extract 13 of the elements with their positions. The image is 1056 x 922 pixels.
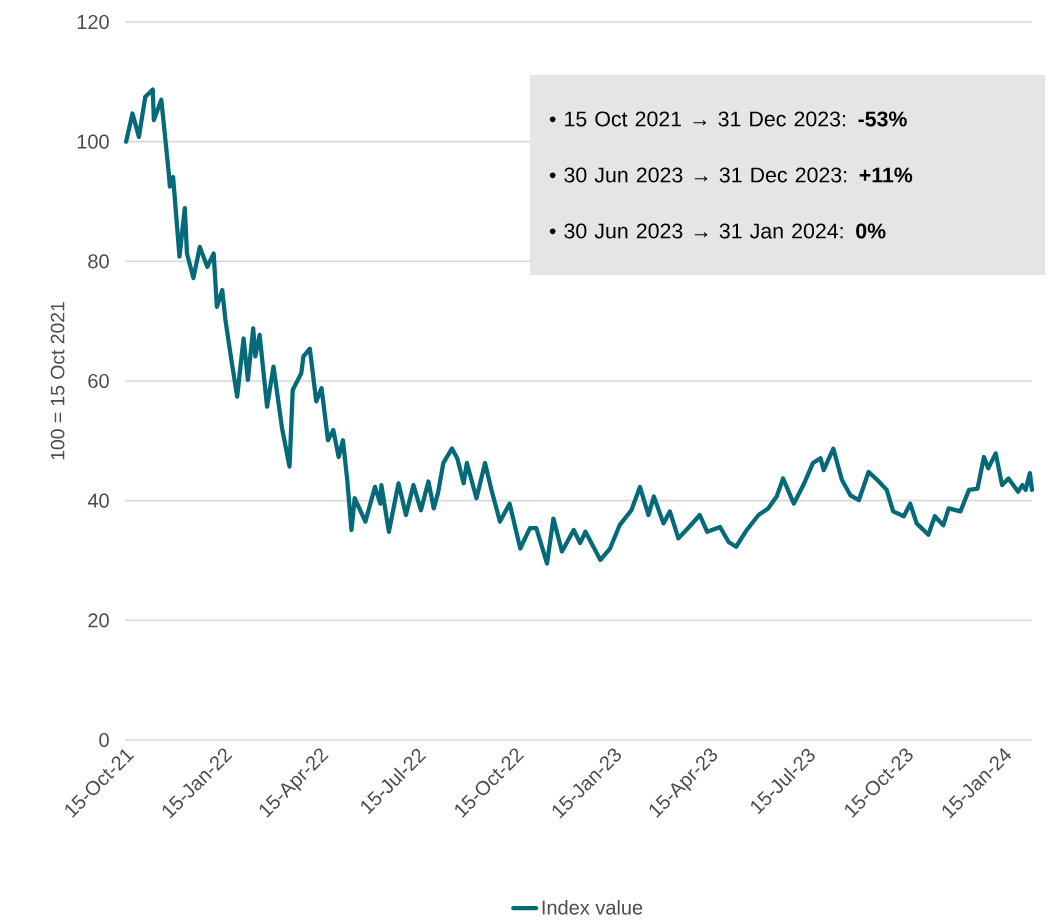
- y-tick-label: 0: [99, 733, 109, 748]
- line-series: [123, 87, 1035, 566]
- annotation: • 30 Jun 2023 → 31 Dec 2023: +11%: [549, 167, 913, 183]
- y-tick-label: 120: [77, 15, 109, 30]
- legend-label: Index value: [542, 900, 643, 915]
- y-tick-label: 80: [88, 254, 109, 269]
- annotation: • 30 Jun 2023 → 31 Jan 2024: 0%: [549, 223, 886, 239]
- y-tick-label: 60: [88, 374, 109, 389]
- y-tick-label: 20: [88, 613, 109, 628]
- y-tick-label: 40: [87, 493, 109, 508]
- y-tick-label: 100: [77, 134, 109, 149]
- y-axis-title: 100 = 15 Oct 2021: [50, 302, 65, 460]
- annotation: • 15 Oct 2021 → 31 Dec 2023: -53%: [549, 111, 907, 127]
